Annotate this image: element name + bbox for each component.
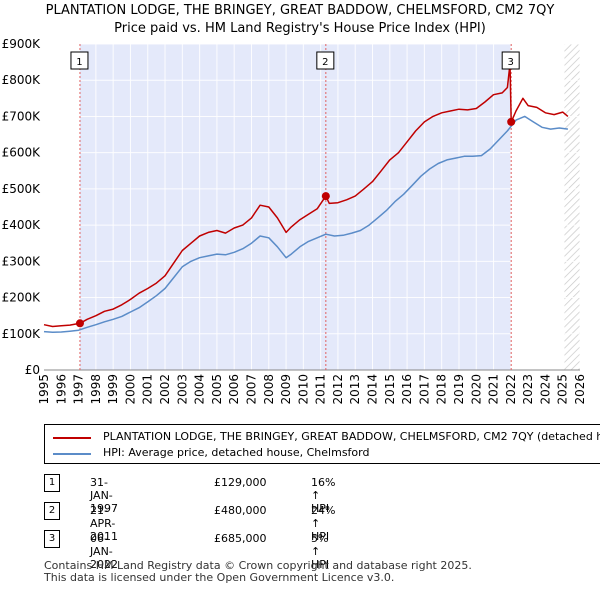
sale-callout-box: [316, 51, 335, 70]
sale-date: 31-JAN-1997: [90, 476, 118, 515]
sale-date: 06-JAN-2022: [90, 532, 118, 571]
legend-swatch-property: [53, 437, 91, 439]
property-price-line: [43, 63, 569, 328]
price-chart: £0 £100K £200K £300K £400K £500K £600K £700K £80…: [2, 37, 587, 405]
footer-licence: This data is licensed under the Open Gov…: [44, 571, 395, 584]
sale-marker: [507, 117, 516, 126]
sale-price: £480,000: [214, 504, 267, 517]
sale-price: £129,000: [214, 476, 267, 489]
sale-hpi-change: 24% ↑ HPI: [311, 504, 336, 543]
chart-title-block: PLANTATION LODGE, THE BRINGEY, GREAT BAD…: [0, 2, 600, 38]
footer-copyright: Contains HM Land Registry data © Crown c…: [44, 559, 472, 572]
y-tick-label: £300K: [2, 254, 42, 268]
x-tick-label: 2013: [348, 374, 362, 405]
sale-badge: 1: [44, 474, 60, 492]
y-tick-label: £600K: [2, 146, 42, 160]
sale-callout-label: 3: [507, 57, 513, 68]
legend-label-hpi: HPI: Average price, detached house, Chel…: [103, 446, 370, 459]
x-tick-label: 2016: [400, 374, 414, 405]
sale-hpi-change: 16% ↑ HPI: [311, 476, 336, 515]
x-tick-label: 1995: [37, 374, 51, 405]
x-tick-label: 2025: [556, 374, 570, 405]
y-tick-label: £200K: [2, 291, 42, 305]
x-tick-label: 2024: [538, 374, 552, 405]
sale-price: £685,000: [214, 532, 267, 545]
y-tick-label: £400K: [2, 218, 42, 232]
x-tick-label: 2003: [175, 374, 189, 405]
x-tick-label: 2017: [417, 374, 431, 405]
sale-date: 21-APR-2011: [90, 504, 118, 543]
x-tick-label: 2014: [366, 374, 380, 405]
footer: Contains HM Land Registry data © Crown c…: [44, 560, 472, 584]
y-tick-label: £100K: [2, 327, 42, 341]
x-tick-label: 1998: [89, 374, 103, 405]
sale-badge: 2: [44, 502, 60, 520]
chart-subtitle: Price paid vs. HM Land Registry's House …: [114, 21, 486, 36]
forecast-hatch: [564, 44, 580, 370]
x-tick-label: 2006: [227, 374, 241, 405]
sale-marker: [75, 319, 84, 328]
y-tick-label: £700K: [2, 109, 42, 123]
x-tick-label: 2010: [296, 374, 310, 405]
x-tick-label: 2007: [244, 374, 258, 405]
y-tick-label: £800K: [2, 73, 42, 87]
x-tick-label: 1999: [106, 374, 120, 405]
x-tick-label: 2011: [314, 374, 328, 405]
x-tick-label: 2012: [331, 374, 345, 405]
sale-callout-label: 1: [76, 57, 82, 68]
sale-badge: 3: [44, 530, 60, 548]
x-tick-label: 2005: [210, 374, 224, 405]
x-tick-label: 2020: [469, 374, 483, 405]
x-tick-label: 2019: [452, 374, 466, 405]
sale-hpi-change: 5% ↑ HPI: [311, 532, 330, 571]
y-tick-label: £900K: [2, 37, 42, 51]
x-tick-label: 2018: [435, 374, 449, 405]
y-tick-label: £0: [25, 363, 40, 377]
x-tick-label: 2002: [158, 374, 172, 405]
x-tick-label: 2023: [521, 374, 535, 405]
x-tick-label: 1997: [72, 374, 86, 405]
chart-title: PLANTATION LODGE, THE BRINGEY, GREAT BAD…: [45, 3, 555, 18]
x-tick-label: 2021: [487, 374, 501, 405]
sale-callout-box: [501, 51, 520, 70]
x-tick-label: 2026: [573, 374, 587, 405]
x-tick-label: 2000: [123, 374, 137, 405]
y-tick-label: £500K: [2, 182, 42, 196]
sale-callout-box: [70, 51, 89, 70]
x-tick-label: 2009: [279, 374, 293, 405]
hpi-line: [43, 115, 568, 334]
x-tick-label: 2008: [262, 374, 276, 405]
legend-swatch-hpi: [53, 453, 91, 455]
legend: PLANTATION LODGE, THE BRINGEY, GREAT BAD…: [44, 424, 600, 464]
legend-label-property: PLANTATION LODGE, THE BRINGEY, GREAT BAD…: [103, 430, 600, 443]
x-tick-label: 2022: [504, 374, 518, 405]
sale-marker: [321, 192, 330, 201]
x-tick-label: 1996: [54, 374, 68, 405]
x-tick-label: 2015: [383, 374, 397, 405]
x-tick-label: 2004: [193, 374, 207, 405]
x-tick-label: 2001: [141, 374, 155, 405]
sale-callout-label: 2: [322, 57, 328, 68]
shaded-period: [79, 44, 512, 370]
